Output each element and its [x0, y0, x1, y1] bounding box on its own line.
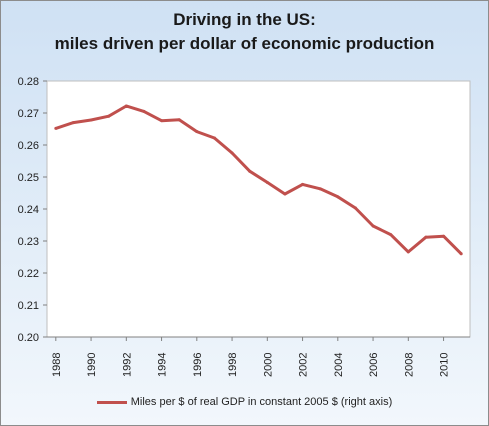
data-point — [318, 187, 322, 191]
data-point — [336, 195, 340, 199]
data-point — [406, 250, 410, 254]
x-tick-label: 1988 — [51, 353, 63, 377]
legend-label: Miles per $ of real GDP in constant 2005… — [130, 396, 393, 408]
data-point — [177, 118, 181, 122]
data-point — [142, 109, 146, 113]
y-tick-label: 0.28 — [18, 76, 39, 88]
data-point — [248, 169, 252, 173]
y-tick-label: 0.25 — [18, 172, 39, 184]
legend: Miles per $ of real GDP in constant 2005… — [0, 392, 489, 412]
legend-swatch — [96, 400, 127, 404]
series-line — [55, 104, 463, 255]
y-tick-label: 0.27 — [18, 108, 39, 120]
chart-subtitle: miles driven per dollar of economic prod… — [54, 34, 435, 53]
data-point — [424, 235, 428, 239]
x-tick-label: 1994 — [157, 353, 169, 377]
series-layer — [54, 104, 463, 256]
x-tick-label: 2010 — [439, 353, 451, 377]
x-tick-label: 2002 — [298, 353, 310, 377]
data-point — [459, 252, 463, 256]
y-tick-label: 0.22 — [18, 268, 39, 280]
y-tick-label: 0.20 — [18, 332, 39, 344]
data-point — [353, 206, 357, 210]
data-point — [107, 114, 111, 118]
data-point — [230, 151, 234, 155]
y-tick-label: 0.26 — [18, 140, 39, 152]
x-tick-label: 1996 — [192, 353, 204, 377]
data-point — [265, 180, 269, 184]
data-point — [89, 118, 93, 122]
y-tick-label: 0.21 — [18, 300, 39, 312]
data-point — [124, 104, 128, 108]
x-axis: 1988 1990 1992 1994 1996 1998 2000 2002 2004 2006… — [47, 336, 470, 377]
chart-title: Driving in the US: — [173, 10, 316, 29]
chart-title-block: Driving in the US: miles driven per doll… — [0, 8, 489, 56]
plot-area — [46, 80, 471, 338]
data-point — [71, 121, 75, 125]
x-tick-label: 1998 — [227, 353, 239, 377]
x-tick-label: 2008 — [403, 353, 415, 377]
data-point — [283, 192, 287, 196]
data-point — [54, 126, 58, 130]
y-tick-label: 0.24 — [18, 204, 39, 216]
data-point — [212, 136, 216, 140]
data-point — [160, 119, 164, 123]
x-tick-label: 2000 — [262, 353, 274, 377]
x-tick-label: 1990 — [86, 353, 98, 377]
y-tick-label: 0.23 — [18, 236, 39, 248]
data-point — [195, 130, 199, 134]
x-tick-label: 1992 — [121, 353, 133, 377]
data-point — [371, 224, 375, 228]
x-tick-label: 2004 — [333, 353, 345, 377]
x-tick-label: 2006 — [368, 353, 380, 377]
data-point — [301, 182, 305, 186]
y-axis: 0.20 0.21 0.22 0.23 0.24 0.25 0.26 0.27 0.28 — [18, 76, 47, 344]
data-point — [389, 233, 393, 237]
data-point — [442, 234, 446, 238]
